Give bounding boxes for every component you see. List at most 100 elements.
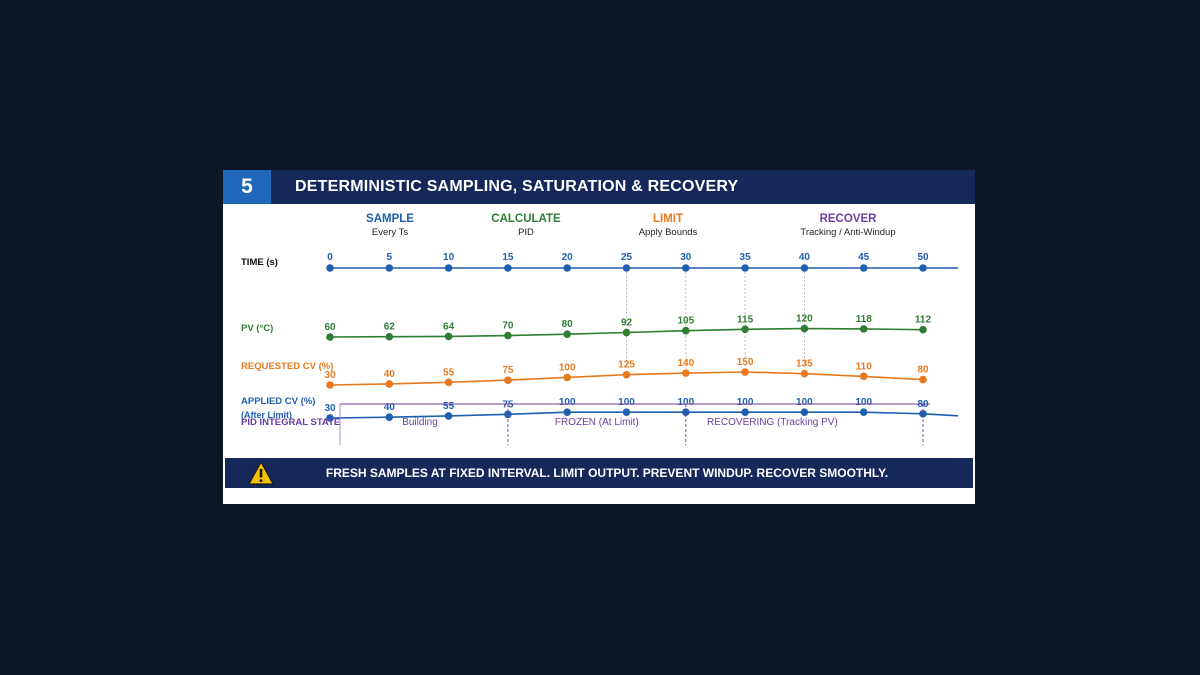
data-label: 70: [502, 321, 514, 332]
data-point: [859, 372, 868, 381]
data-point: [326, 381, 334, 389]
row-label: TIME (s): [241, 257, 278, 268]
data-label: 30: [324, 370, 336, 381]
data-point: [859, 325, 868, 333]
data-point: [741, 368, 749, 376]
footer-banner: FRESH SAMPLES AT FIXED INTERVAL. LIMIT O…: [225, 458, 973, 488]
data-label: 80: [562, 319, 574, 330]
data-point: [326, 333, 334, 341]
data-label: 30: [680, 252, 692, 263]
phase-subtitle: PID: [518, 227, 534, 238]
data-label: 120: [796, 314, 813, 325]
data-label: 60: [324, 322, 336, 333]
row-label: APPLIED CV (%): [241, 396, 315, 407]
data-label: 100: [559, 362, 576, 373]
data-point: [444, 378, 453, 387]
integral-segment-label: FROZEN (At Limit): [555, 417, 639, 428]
phase-subtitle: Tracking / Anti-Windup: [800, 227, 895, 238]
data-label: 100: [618, 397, 635, 408]
data-point: [385, 380, 394, 388]
data-label: 64: [443, 321, 455, 332]
step-number-badge: 5: [223, 170, 271, 204]
data-label: 115: [737, 314, 754, 325]
data-point: [563, 264, 571, 272]
data-label: 40: [384, 369, 396, 380]
data-label: 50: [917, 252, 929, 263]
data-point: [504, 331, 512, 340]
sampling-diagram: SAMPLE Every Ts CALCULATE PID LIMIT Apply Bou…: [241, 213, 959, 445]
data-point: [326, 414, 334, 422]
data-point: [741, 325, 749, 334]
integral-segment-label: RECOVERING (Tracking PV): [707, 417, 838, 428]
data-point: [622, 408, 631, 416]
data-point: [919, 264, 927, 272]
data-point: [741, 408, 749, 416]
data-point: [622, 328, 631, 337]
data-label: 45: [858, 252, 870, 263]
data-label: 105: [677, 316, 694, 327]
data-label: 0: [327, 252, 333, 263]
data-point: [682, 369, 690, 377]
data-point: [563, 330, 571, 338]
data-point: [385, 413, 394, 421]
data-label: 100: [855, 397, 872, 408]
header-bar: 5 DETERMINISTIC SAMPLING, SATURATION & R…: [223, 170, 975, 204]
data-label: 25: [621, 252, 633, 263]
data-point: [504, 376, 512, 384]
data-label: 55: [443, 367, 455, 378]
phase-subtitle: Every Ts: [372, 227, 409, 238]
data-label: 92: [621, 318, 633, 329]
data-label: 35: [740, 252, 752, 263]
data-label: 118: [856, 314, 873, 325]
data-point: [444, 332, 453, 341]
data-label: 100: [677, 397, 694, 408]
data-point: [385, 332, 394, 341]
data-point: [444, 412, 453, 420]
data-point: [859, 264, 868, 272]
data-label: 40: [799, 252, 811, 263]
footer-message: FRESH SAMPLES AT FIXED INTERVAL. LIMIT O…: [325, 466, 889, 480]
data-point: [563, 373, 571, 382]
data-point: [563, 408, 571, 416]
data-point: [800, 324, 809, 333]
data-label: 15: [502, 252, 514, 263]
integral-state-label: PID INTEGRAL STATE: [241, 417, 340, 428]
warning-icon: [248, 461, 274, 485]
data-point: [682, 326, 690, 335]
data-label: 10: [443, 252, 455, 263]
data-label: 112: [915, 315, 932, 326]
data-label: 100: [796, 397, 813, 408]
data-point: [682, 408, 690, 416]
data-label: 135: [796, 359, 813, 370]
data-point: [326, 264, 334, 272]
data-label: 30: [324, 403, 336, 414]
data-label: 150: [737, 357, 754, 368]
phase-title: CALCULATE: [491, 213, 561, 225]
data-label: 5: [387, 252, 393, 263]
data-label: 80: [917, 365, 929, 376]
data-point: [444, 264, 453, 272]
data-label: 125: [618, 360, 635, 371]
data-point: [800, 264, 809, 272]
data-point: [504, 264, 512, 272]
data-label: 55: [443, 401, 455, 412]
data-label: 75: [502, 365, 514, 376]
data-point: [919, 325, 927, 334]
phase-title: RECOVER: [820, 213, 878, 225]
data-label: 20: [562, 252, 574, 263]
data-point: [800, 408, 809, 416]
data-label: 40: [384, 402, 396, 413]
diagram-title: DETERMINISTIC SAMPLING, SATURATION & REC…: [295, 178, 739, 195]
data-point: [622, 370, 631, 379]
data-label: 110: [856, 361, 873, 372]
data-point: [682, 264, 690, 272]
phase-subtitle: Apply Bounds: [639, 227, 698, 238]
row-label: REQUESTED CV (%): [241, 361, 333, 372]
data-point: [385, 264, 394, 272]
integral-segment-label: Building: [402, 417, 438, 428]
data-label: 140: [677, 358, 694, 369]
series-line: [329, 411, 959, 419]
data-label: 100: [737, 397, 754, 408]
phase-title: LIMIT: [653, 213, 683, 225]
data-point: [919, 410, 927, 418]
